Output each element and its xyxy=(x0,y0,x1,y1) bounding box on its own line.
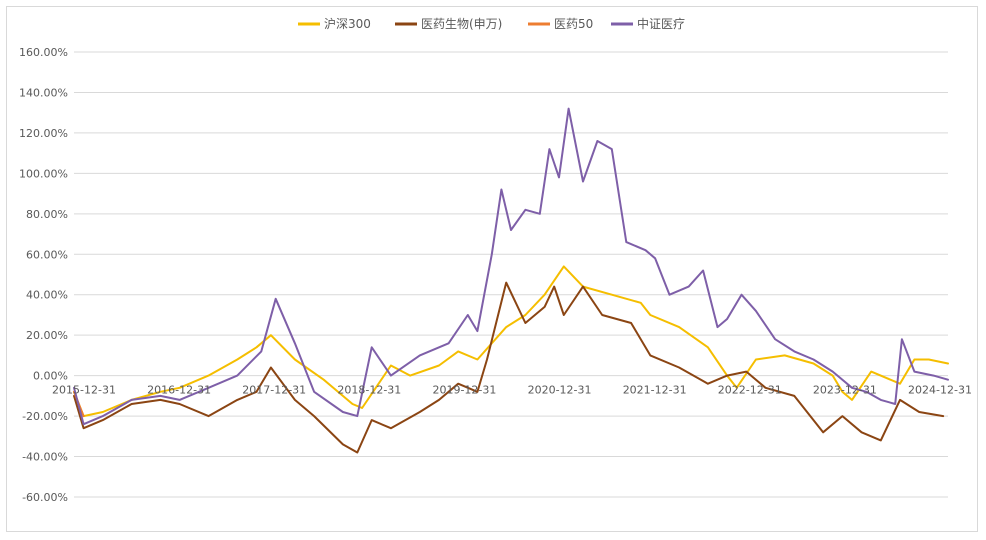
legend-label: 医药生物(申万) xyxy=(421,17,502,31)
x-tick-label: 2017-12-31 xyxy=(242,384,306,397)
x-tick-label: 2019-12-31 xyxy=(432,384,496,397)
x-tick-label: 2016-12-31 xyxy=(147,384,211,397)
y-tick-label: 120.00% xyxy=(19,127,68,140)
legend-label: 医药50 xyxy=(554,17,593,31)
x-tick-label: 2021-12-31 xyxy=(623,384,687,397)
series-group xyxy=(73,107,949,454)
x-tick-label: 2022-12-31 xyxy=(718,384,782,397)
series-line-0 xyxy=(73,265,949,418)
y-tick-label: 20.00% xyxy=(26,329,68,342)
grid xyxy=(74,51,948,498)
legend-label: 沪深300 xyxy=(324,17,371,31)
y-tick-label: 0.00% xyxy=(33,370,68,383)
x-tick-label: 2015-12-31 xyxy=(52,384,116,397)
legend: 沪深300 医药生物(申万) 医药50 中证医疗 xyxy=(298,16,685,31)
x-axis: 2015-12-31 2016-12-31 2017-12-31 2018-12-31… xyxy=(52,384,972,397)
legend-label: 中证医疗 xyxy=(637,16,685,31)
y-tick-label: 60.00% xyxy=(26,248,68,261)
y-tick-label: 140.00% xyxy=(19,86,68,99)
y-tick-label: 40.00% xyxy=(26,289,68,302)
y-axis: 160.00% 140.00% 120.00% 100.00% 80.00% 60.00%… xyxy=(19,46,68,504)
x-tick-label: 2024-12-31 xyxy=(908,384,972,397)
y-tick-label: 80.00% xyxy=(26,208,68,221)
y-tick-label: 100.00% xyxy=(19,167,68,180)
x-tick-label: 2018-12-31 xyxy=(337,384,401,397)
y-tick-label: 160.00% xyxy=(19,46,68,59)
x-tick-label: 2023-12-31 xyxy=(813,384,877,397)
y-tick-label: -60.00% xyxy=(22,491,68,504)
series-line-3 xyxy=(73,107,949,426)
chart-frame xyxy=(6,6,978,532)
x-tick-label: 2020-12-31 xyxy=(528,384,592,397)
series-line-1 xyxy=(73,281,945,454)
y-tick-label: -20.00% xyxy=(22,410,68,423)
y-tick-label: -40.00% xyxy=(22,451,68,464)
